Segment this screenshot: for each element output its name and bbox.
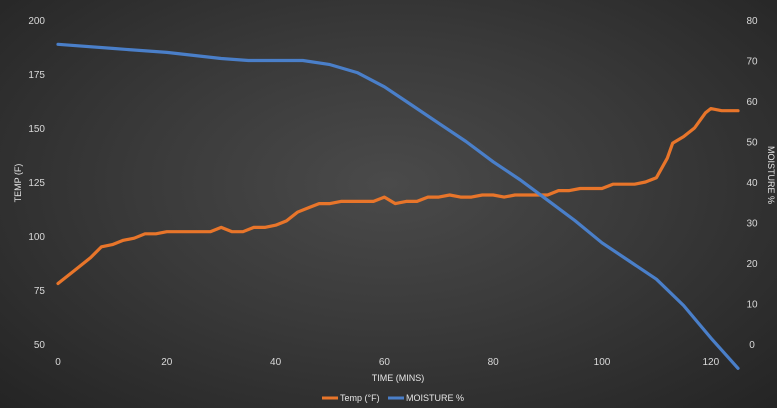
y-left-axis: 50 75 100 125 150 175 200	[28, 16, 45, 351]
x-tick-label: 20	[161, 357, 173, 368]
plot-area	[56, 42, 740, 370]
x-tick-label: 80	[488, 357, 500, 368]
y-right-tick-label: 20	[746, 259, 758, 270]
y-right-tick-label: 50	[746, 138, 758, 149]
y-right-tick-label: 30	[746, 219, 758, 230]
y-right-tick-label: 40	[746, 178, 758, 189]
y-right-tick-label: 60	[746, 97, 758, 108]
y-right-tick-label: 80	[746, 16, 758, 27]
x-tick-label: 40	[270, 357, 282, 368]
y-left-tick-label: 175	[28, 70, 45, 81]
x-tick-label: 0	[55, 357, 61, 368]
x-tick-label: 60	[379, 357, 391, 368]
y-right-axis-title: MOISTURE %	[766, 146, 776, 204]
y-right-tick-label: 0	[749, 340, 755, 351]
x-axis-title: TIME (MINS)	[372, 373, 425, 383]
x-axis: 0 20 40 60 80 100 120	[55, 357, 719, 368]
y-left-tick-label: 50	[34, 340, 46, 351]
y-left-tick-label: 200	[28, 16, 45, 27]
y-right-tick-label: 10	[746, 300, 758, 311]
legend-label: MOISTURE %	[406, 393, 464, 403]
y-left-tick-label: 75	[34, 286, 46, 297]
y-left-tick-label: 100	[28, 232, 45, 243]
y-right-tick-label: 70	[746, 57, 758, 68]
legend-label: Temp (°F)	[340, 393, 380, 403]
y-left-tick-label: 125	[28, 178, 45, 189]
y-right-axis: 0 10 20 30 40 50 60 70 80	[746, 16, 758, 351]
y-left-axis-title: TEMP (F)	[13, 164, 23, 203]
x-tick-label: 120	[702, 357, 719, 368]
y-left-tick-label: 150	[28, 124, 45, 135]
temp-series-line	[56, 107, 740, 286]
moisture-series-line	[56, 42, 740, 370]
x-tick-label: 100	[594, 357, 611, 368]
legend: Temp (°F) MOISTURE %	[322, 393, 464, 403]
